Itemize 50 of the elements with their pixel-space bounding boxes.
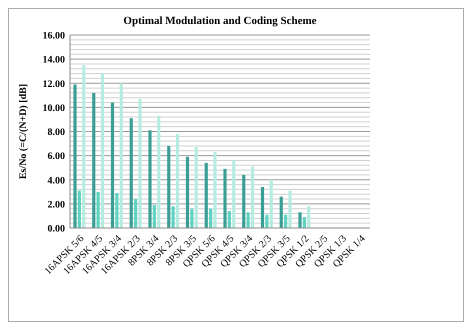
- bar: [228, 211, 231, 228]
- bar: [288, 190, 292, 228]
- bar: [92, 92, 96, 228]
- bar: [284, 214, 288, 228]
- bar: [250, 166, 254, 228]
- bar: [100, 74, 104, 228]
- bar: [96, 192, 100, 228]
- bar: [265, 214, 268, 228]
- bar: [172, 206, 175, 228]
- bar: [213, 152, 217, 228]
- y-tick-label: 6.00: [48, 151, 65, 162]
- bar: [82, 65, 86, 228]
- bar: [298, 212, 302, 228]
- bar: [152, 205, 156, 228]
- bar: [78, 190, 81, 228]
- bar: [270, 180, 273, 228]
- y-tick-label: 10.00: [42, 102, 65, 114]
- bar: [307, 206, 310, 228]
- bar: [302, 217, 306, 228]
- bar: [232, 160, 236, 228]
- y-tick-label: 8.00: [48, 127, 65, 138]
- bar: [209, 208, 212, 228]
- y-tick-label: 14.00: [42, 54, 65, 66]
- bar: [242, 174, 246, 228]
- bar: [194, 147, 198, 228]
- y-tick-label: 4.00: [48, 175, 65, 186]
- bar: [73, 84, 77, 228]
- bar: [176, 134, 180, 228]
- bar: [186, 156, 190, 228]
- bar: [148, 130, 152, 228]
- bar: [130, 118, 133, 228]
- bar: [280, 196, 283, 228]
- y-tick-label: 0.00: [48, 224, 65, 234]
- bar: [138, 98, 142, 228]
- bar: [260, 186, 264, 228]
- chart-title: Optimal Modulation and Coding Scheme: [123, 15, 317, 27]
- bar: [115, 193, 118, 228]
- bar: [134, 199, 138, 228]
- bar: [246, 212, 250, 228]
- y-tick-label: 2.00: [48, 199, 65, 210]
- bar: [204, 162, 208, 228]
- bar: [167, 146, 170, 228]
- bar: [120, 83, 123, 228]
- bar: [223, 168, 227, 228]
- bar: [110, 102, 114, 228]
- y-tick-label: 16.00: [42, 30, 65, 42]
- y-tick-label: 12.00: [42, 78, 65, 90]
- y-axis-title: Es/No (=C/(N+D) [dB]: [18, 84, 29, 180]
- bar: [190, 208, 194, 228]
- bar: [157, 116, 160, 228]
